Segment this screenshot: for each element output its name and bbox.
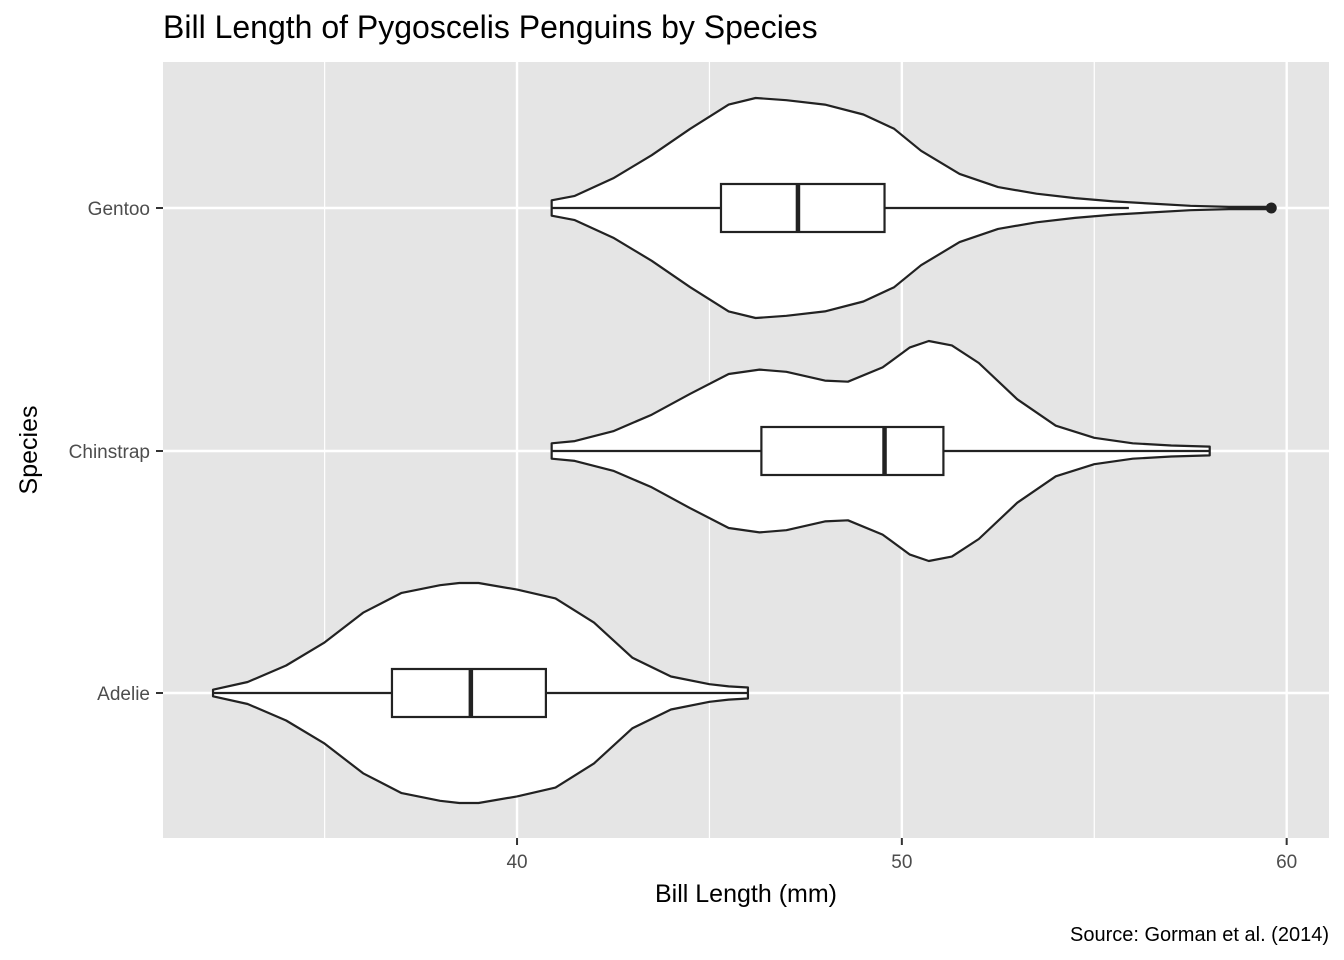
- y-tick-label: Gentoo: [88, 199, 150, 220]
- x-tick-label: 40: [506, 852, 527, 873]
- boxplots: [213, 182, 1277, 719]
- y-axis-label: Species: [15, 406, 43, 495]
- y-tick-label: Adelie: [97, 684, 150, 705]
- x-tick-label: 50: [891, 852, 912, 873]
- axes: 40 50 60 Adelie Chinstrap Gentoo: [69, 199, 1298, 873]
- x-axis-label: Bill Length (mm): [655, 880, 837, 908]
- chart-title: Bill Length of Pygoscelis Penguins by Sp…: [163, 9, 818, 45]
- y-tick-label: Chinstrap: [69, 442, 150, 463]
- outlier-point: [1265, 202, 1277, 214]
- iqr-box: [760, 425, 945, 477]
- iqr-box: [719, 182, 886, 234]
- x-tick-label: 60: [1276, 852, 1297, 873]
- source-caption: Source: Gorman et al. (2014): [1070, 924, 1329, 946]
